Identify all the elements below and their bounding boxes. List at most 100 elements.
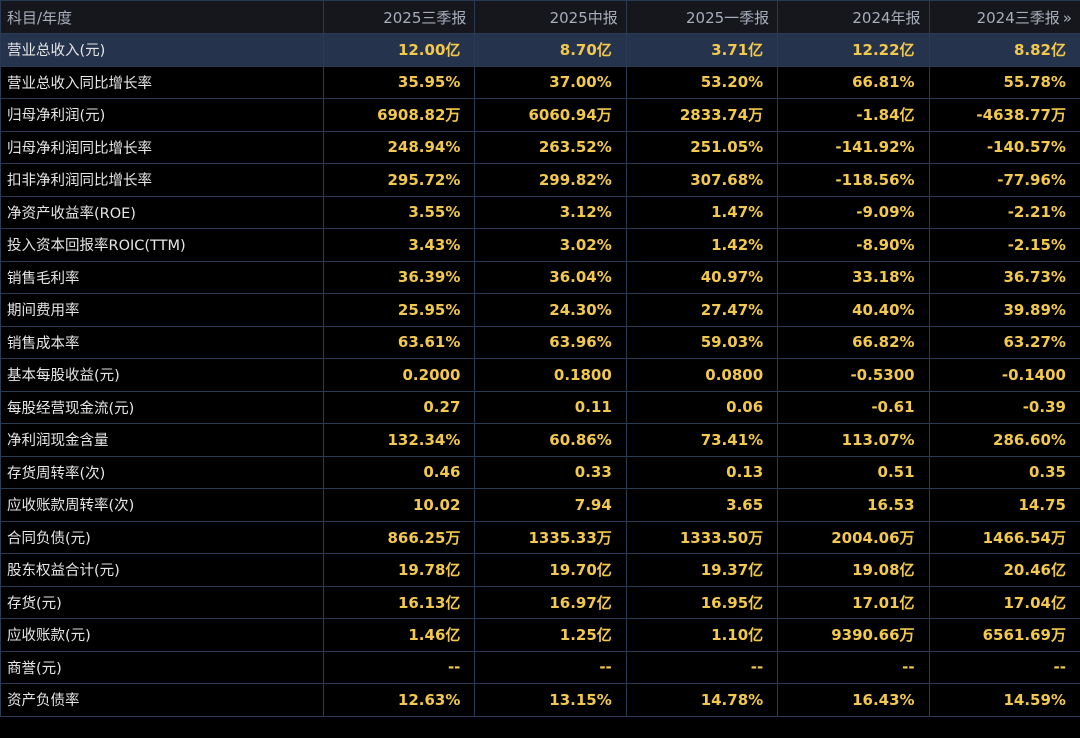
row-label: 应收账款(元) (0, 618, 324, 652)
cell-value: -- (322, 650, 476, 684)
cell-value: 248.94% (322, 130, 476, 164)
cell-value: 12.22亿 (777, 33, 930, 67)
row-label: 合同负债(元) (0, 520, 324, 554)
cell-value: 1466.54万 (928, 520, 1080, 554)
cell-value: 59.03% (625, 325, 779, 359)
period-header-last[interactable]: 2024三季报» (928, 0, 1080, 34)
table-body: 营业总收入(元) 12.00亿 8.70亿 3.71亿 12.22亿 8.82亿 营业总收入… (0, 33, 1080, 717)
cell-value: 0.06 (625, 390, 779, 424)
table-row[interactable]: 期间费用率 25.95% 24.30% 27.47% 40.40% 39.89% (0, 293, 1080, 327)
cell-value: -8.90% (777, 228, 930, 262)
cell-value: 39.89% (928, 293, 1080, 327)
cell-value: 12.63% (322, 683, 476, 717)
header-label: 科目/年度 (0, 0, 324, 34)
cell-value: -0.1400 (928, 358, 1080, 392)
cell-value: -0.5300 (777, 358, 930, 392)
cell-value: 10.02 (322, 488, 476, 522)
cell-value: 3.71亿 (625, 33, 779, 67)
row-label: 净利润现金含量 (0, 423, 324, 457)
cell-value: 295.72% (322, 163, 476, 197)
table-row[interactable]: 净资产收益率(ROE) 3.55% 3.12% 1.47% -9.09% -2.21% (0, 195, 1080, 229)
period-header[interactable]: 2025三季报 (322, 0, 476, 34)
period-header[interactable]: 2025一季报 (625, 0, 779, 34)
cell-value: -0.39 (928, 390, 1080, 424)
cell-value: 8.82亿 (928, 33, 1080, 67)
cell-value: 2833.74万 (625, 98, 779, 132)
table-row[interactable]: 商誉(元) -- -- -- -- -- (0, 650, 1080, 684)
cell-value: 0.0800 (625, 358, 779, 392)
cell-value: 36.73% (928, 260, 1080, 294)
cell-value: 286.60% (928, 423, 1080, 457)
table-row[interactable]: 合同负债(元) 866.25万 1335.33万 1333.50万 2004.06万 14… (0, 520, 1080, 554)
cell-value: 6908.82万 (322, 98, 476, 132)
table-row[interactable]: 基本每股收益(元) 0.2000 0.1800 0.0800 -0.5300 -0.140… (0, 358, 1080, 392)
table-row[interactable]: 销售成本率 63.61% 63.96% 59.03% 66.82% 63.27% (0, 325, 1080, 359)
cell-value: -- (474, 650, 627, 684)
cell-value: 16.53 (777, 488, 930, 522)
row-label: 资产负债率 (0, 683, 324, 717)
cell-value: -141.92% (777, 130, 930, 164)
table-row[interactable]: 营业总收入(元) 12.00亿 8.70亿 3.71亿 12.22亿 8.82亿 (0, 33, 1080, 67)
table-row[interactable]: 销售毛利率 36.39% 36.04% 40.97% 33.18% 36.73% (0, 260, 1080, 294)
cell-value: 40.97% (625, 260, 779, 294)
cell-value: 0.13 (625, 455, 779, 489)
cell-value: -118.56% (777, 163, 930, 197)
cell-value: 25.95% (322, 293, 476, 327)
table-row[interactable]: 资产负债率 12.63% 13.15% 14.78% 16.43% 14.59% (0, 683, 1080, 717)
row-label: 销售毛利率 (0, 260, 324, 294)
cell-value: 27.47% (625, 293, 779, 327)
table-row[interactable]: 归母净利润(元) 6908.82万 6060.94万 2833.74万 -1.84亿 -4… (0, 98, 1080, 132)
row-label: 期间费用率 (0, 293, 324, 327)
cell-value: -77.96% (928, 163, 1080, 197)
cell-value: -2.15% (928, 228, 1080, 262)
table-row[interactable]: 营业总收入同比增长率 35.95% 37.00% 53.20% 66.81% 55.78% (0, 65, 1080, 99)
cell-value: 66.82% (777, 325, 930, 359)
cell-value: 36.39% (322, 260, 476, 294)
cell-value: -1.84亿 (777, 98, 930, 132)
row-label: 股东权益合计(元) (0, 553, 324, 587)
table-row[interactable]: 归母净利润同比增长率 248.94% 263.52% 251.05% -141.92% -… (0, 130, 1080, 164)
cell-value: 3.43% (322, 228, 476, 262)
cell-value: 251.05% (625, 130, 779, 164)
cell-value: 14.75 (928, 488, 1080, 522)
cell-value: -0.61 (777, 390, 930, 424)
row-label: 投入资本回报率ROIC(TTM) (0, 228, 324, 262)
cell-value: 40.40% (777, 293, 930, 327)
cell-value: 7.94 (474, 488, 627, 522)
cell-value: 132.34% (322, 423, 476, 457)
cell-value: 8.70亿 (474, 33, 627, 67)
table-row[interactable]: 扣非净利润同比增长率 295.72% 299.82% 307.68% -118.56% -… (0, 163, 1080, 197)
row-label: 基本每股收益(元) (0, 358, 324, 392)
cell-value: 19.08亿 (777, 553, 930, 587)
double-chevron-right-icon[interactable]: » (1062, 8, 1072, 27)
row-label: 存货周转率(次) (0, 455, 324, 489)
cell-value: 1.46亿 (322, 618, 476, 652)
cell-value: 0.51 (777, 455, 930, 489)
period-header[interactable]: 2025中报 (474, 0, 627, 34)
row-label: 营业总收入同比增长率 (0, 65, 324, 99)
cell-value: 63.27% (928, 325, 1080, 359)
table-row[interactable]: 净利润现金含量 132.34% 60.86% 73.41% 113.07% 286.60% (0, 423, 1080, 457)
row-label: 应收账款周转率(次) (0, 488, 324, 522)
cell-value: 37.00% (474, 65, 627, 99)
table-row[interactable]: 应收账款(元) 1.46亿 1.25亿 1.10亿 9390.66万 6561.69万 (0, 618, 1080, 652)
cell-value: 16.95亿 (625, 585, 779, 619)
table-row[interactable]: 存货周转率(次) 0.46 0.33 0.13 0.51 0.35 (0, 455, 1080, 489)
financial-indicators-table: 科目/年度 2025三季报 2025中报 2025一季报 2024年报 2024… (0, 0, 1080, 717)
cell-value: 19.78亿 (322, 553, 476, 587)
header-row: 科目/年度 2025三季报 2025中报 2025一季报 2024年报 2024… (0, 0, 1080, 34)
table-row[interactable]: 股东权益合计(元) 19.78亿 19.70亿 19.37亿 19.08亿 20.46亿 (0, 553, 1080, 587)
table-row[interactable]: 投入资本回报率ROIC(TTM) 3.43% 3.02% 1.42% -8.90% -2.… (0, 228, 1080, 262)
cell-value: 16.43% (777, 683, 930, 717)
cell-value: 17.01亿 (777, 585, 930, 619)
period-header[interactable]: 2024年报 (777, 0, 930, 34)
cell-value: 0.46 (322, 455, 476, 489)
cell-value: 14.59% (928, 683, 1080, 717)
cell-value: 0.33 (474, 455, 627, 489)
table-row[interactable]: 应收账款周转率(次) 10.02 7.94 3.65 16.53 14.75 (0, 488, 1080, 522)
cell-value: -9.09% (777, 195, 930, 229)
cell-value: 0.11 (474, 390, 627, 424)
table-row[interactable]: 存货(元) 16.13亿 16.97亿 16.95亿 17.01亿 17.04亿 (0, 585, 1080, 619)
table-row[interactable]: 每股经营现金流(元) 0.27 0.11 0.06 -0.61 -0.39 (0, 390, 1080, 424)
cell-value: 6060.94万 (474, 98, 627, 132)
